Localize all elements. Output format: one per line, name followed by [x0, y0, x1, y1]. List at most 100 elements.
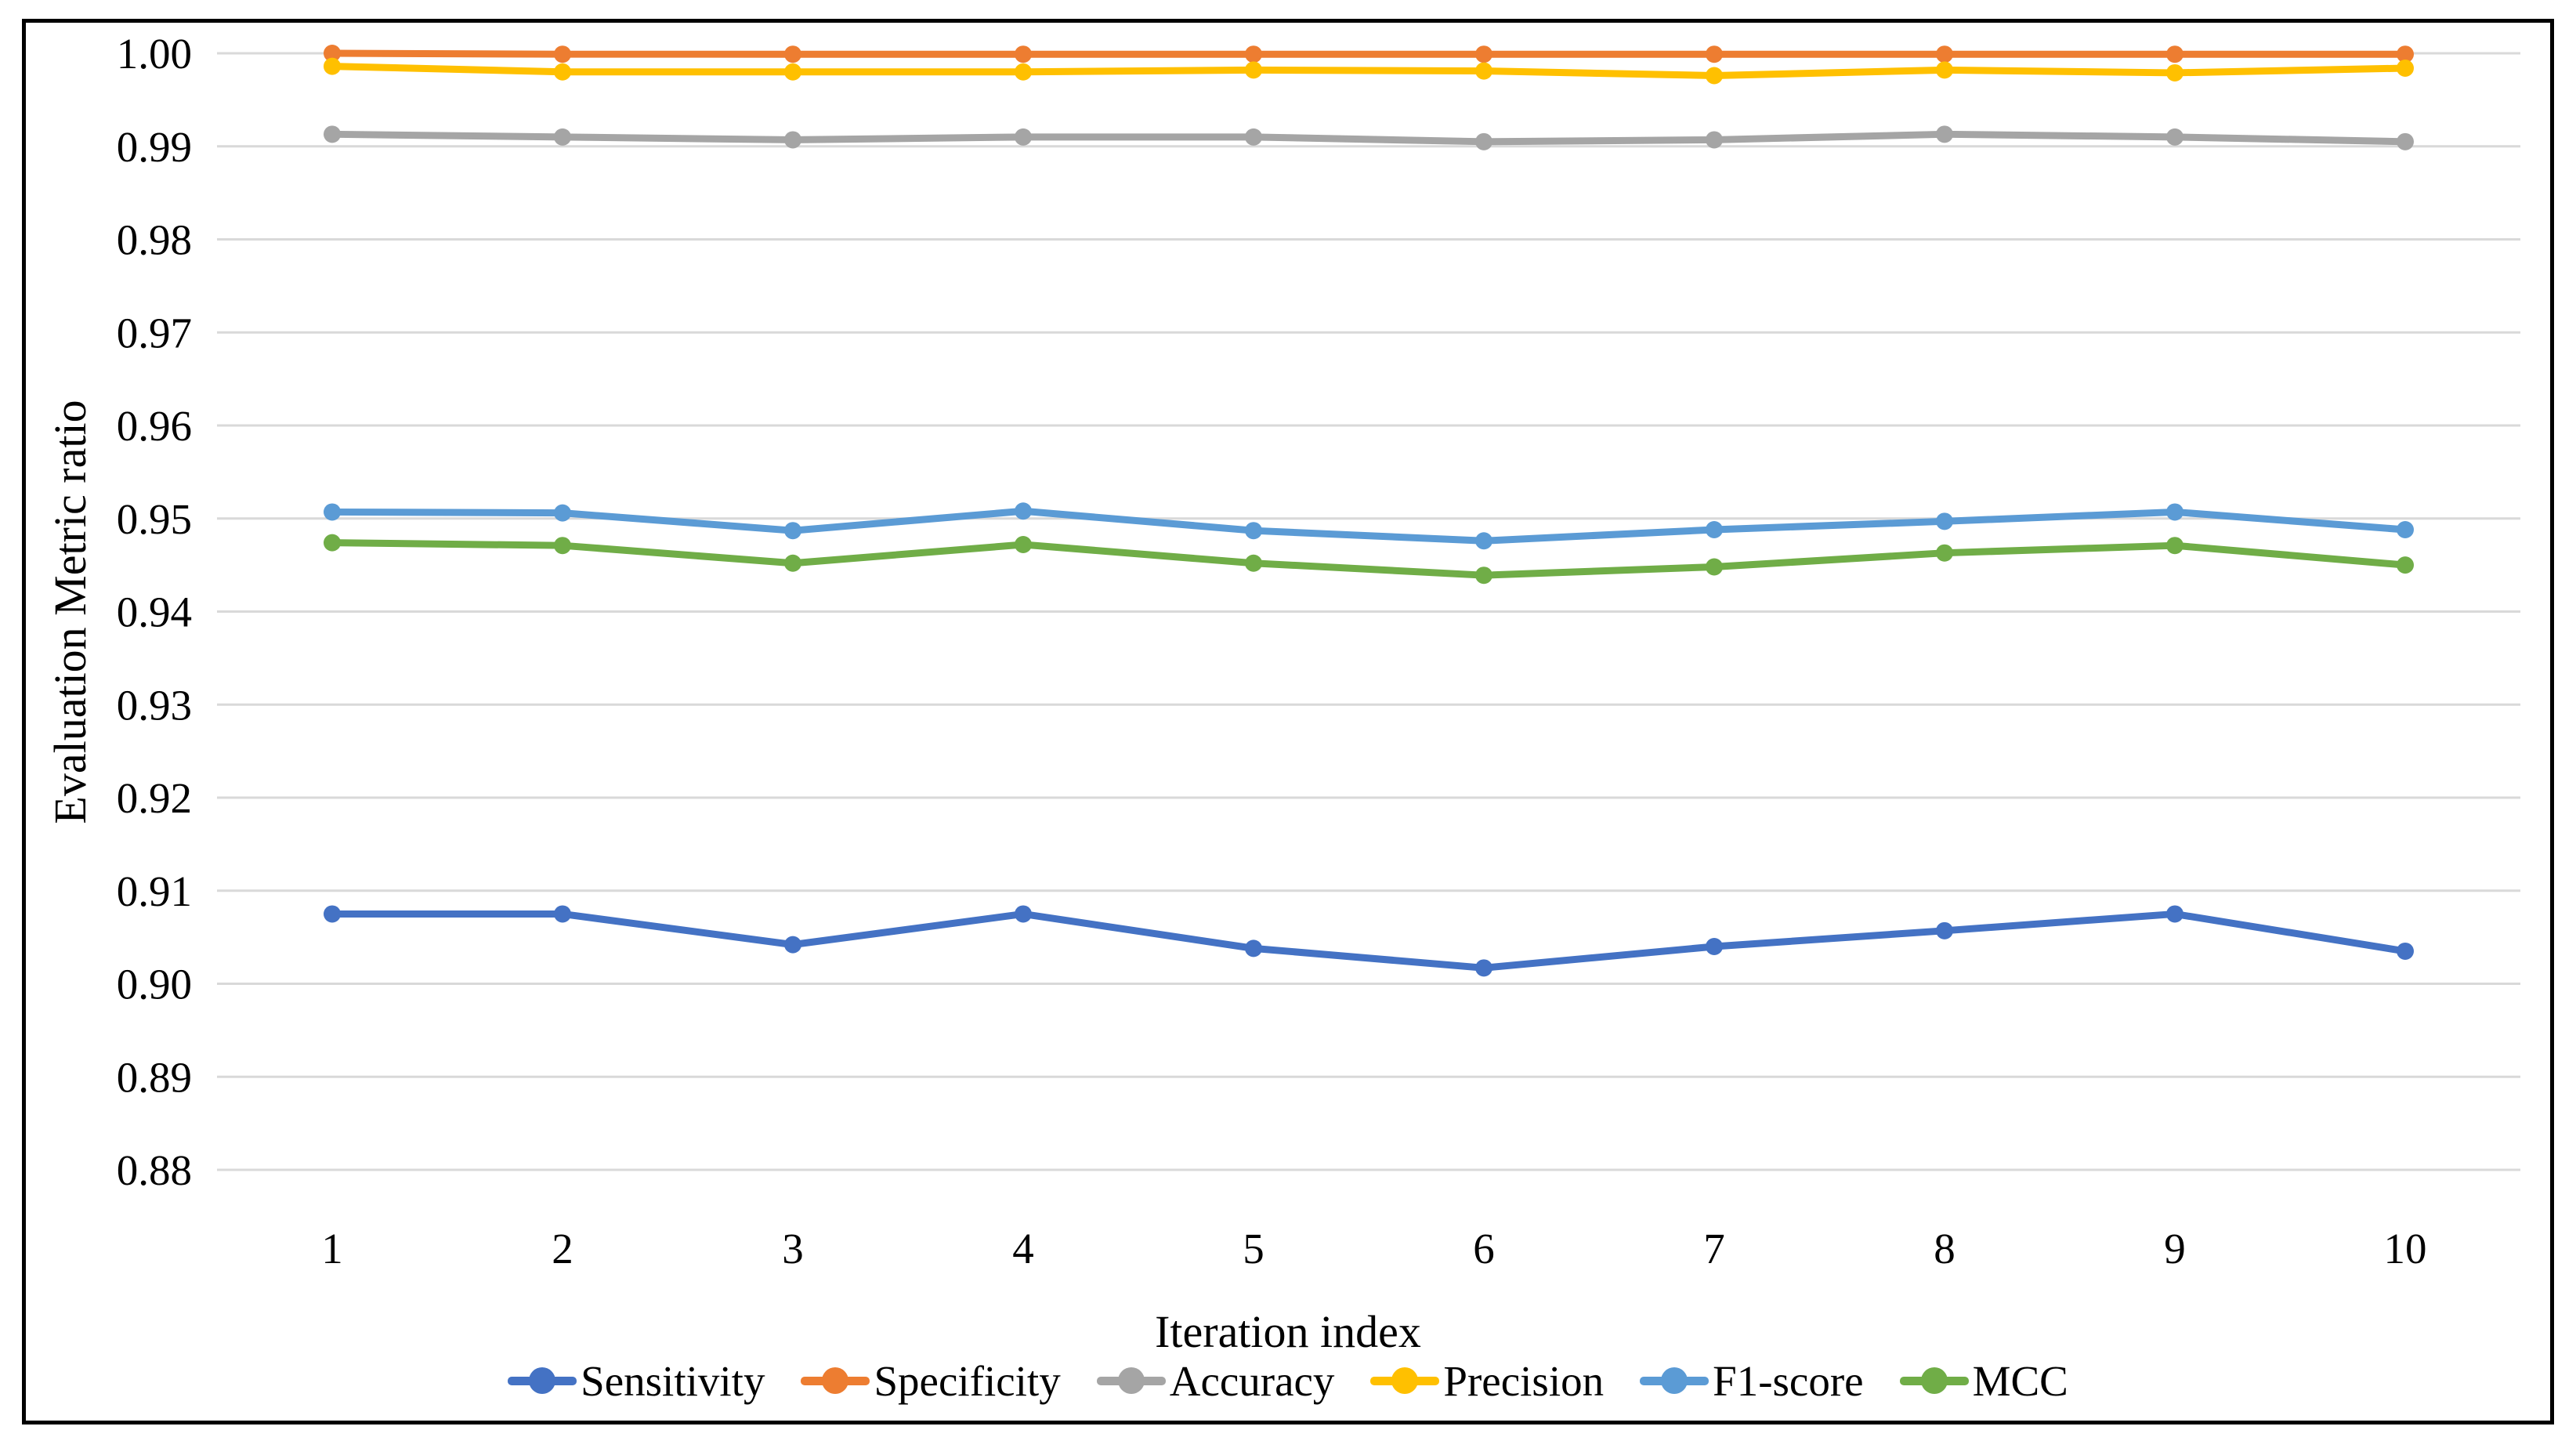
data-point-sensitivity-10: [2397, 942, 2414, 960]
legend-item-sensitivity: Sensitivity: [508, 1356, 765, 1406]
data-point-f1-score-10: [2397, 521, 2414, 538]
data-point-sensitivity-4: [1015, 905, 1032, 923]
y-tick-label: 1.00: [117, 30, 192, 78]
data-point-accuracy-9: [2166, 128, 2183, 146]
series-line-specificity: [328, 49, 2409, 58]
data-point-specificity-6: [1475, 45, 1492, 63]
data-point-accuracy-1: [324, 125, 341, 143]
x-tick-label: 10: [2384, 1225, 2427, 1272]
data-point-f1-score-7: [1706, 521, 1723, 538]
series-line-mcc: [328, 539, 2409, 579]
legend-line-marker-icon: [508, 1367, 577, 1395]
data-point-precision-3: [784, 63, 801, 81]
data-point-f1-score-5: [1245, 522, 1262, 540]
x-tick-label: 4: [1012, 1225, 1034, 1272]
data-point-f1-score-3: [784, 522, 801, 540]
data-point-precision-4: [1015, 63, 1032, 81]
x-tick-label: 1: [321, 1225, 343, 1272]
data-point-accuracy-3: [784, 131, 801, 149]
data-point-accuracy-7: [1706, 131, 1723, 149]
legend-line-marker-icon: [801, 1367, 870, 1395]
data-point-f1-score-1: [324, 503, 341, 521]
x-tick-label: 5: [1243, 1225, 1264, 1272]
data-point-precision-9: [2166, 63, 2183, 81]
series-line-sensitivity: [328, 910, 2409, 972]
x-tick-label: 3: [782, 1225, 804, 1272]
y-tick-label: 0.92: [117, 774, 192, 822]
data-point-f1-score-2: [554, 504, 571, 522]
data-point-mcc-2: [554, 537, 571, 555]
legend-label: Precision: [1443, 1356, 1605, 1405]
data-point-specificity-10: [2397, 45, 2414, 63]
data-point-specificity-7: [1706, 45, 1723, 63]
data-point-mcc-3: [784, 554, 801, 572]
data-point-specificity-9: [2166, 45, 2183, 63]
data-point-f1-score-8: [1936, 512, 1953, 530]
data-point-sensitivity-7: [1706, 938, 1723, 955]
legend-line-marker-icon: [1096, 1367, 1166, 1395]
data-point-specificity-1: [324, 45, 341, 62]
legend-item-specificity: Specificity: [801, 1356, 1061, 1406]
data-point-sensitivity-1: [324, 905, 341, 923]
data-point-mcc-5: [1245, 554, 1262, 572]
series-line-precision: [328, 63, 2409, 79]
y-tick-label: 0.90: [117, 961, 192, 1008]
x-tick-label: 8: [1934, 1225, 1956, 1272]
data-point-mcc-4: [1015, 536, 1032, 553]
legend: Sensitivity Specificity Accuracy Precision F…: [0, 1352, 2576, 1409]
data-point-sensitivity-6: [1475, 959, 1492, 977]
legend-line-marker-icon: [1370, 1367, 1440, 1395]
x-tick-label: 7: [1703, 1225, 1725, 1272]
data-point-sensitivity-5: [1245, 939, 1262, 957]
legend-line-marker-icon: [1899, 1367, 1969, 1395]
legend-label: MCC: [1972, 1356, 2068, 1405]
data-point-accuracy-4: [1015, 128, 1032, 146]
data-point-sensitivity-2: [554, 905, 571, 923]
data-point-precision-8: [1936, 61, 1953, 79]
legend-label: Accuracy: [1169, 1356, 1335, 1405]
data-point-accuracy-10: [2397, 132, 2414, 150]
y-tick-label: 0.98: [117, 216, 192, 264]
x-tick-label: 6: [1473, 1225, 1495, 1272]
data-point-sensitivity-9: [2166, 905, 2183, 923]
y-axis-title: Evaluation Metric ratio: [45, 400, 96, 824]
legend-item-f1-score: F1-score: [1640, 1356, 1864, 1406]
y-tick-label: 0.91: [117, 867, 192, 915]
data-point-precision-6: [1475, 62, 1492, 80]
data-point-specificity-3: [784, 45, 801, 63]
data-point-specificity-2: [554, 45, 571, 63]
data-point-precision-10: [2397, 60, 2414, 77]
data-point-accuracy-8: [1936, 125, 1953, 143]
data-point-f1-score-9: [2166, 503, 2183, 521]
legend-item-precision: Precision: [1370, 1356, 1604, 1406]
data-point-specificity-4: [1015, 45, 1032, 63]
data-point-mcc-10: [2397, 556, 2414, 574]
data-point-f1-score-6: [1475, 532, 1492, 550]
data-point-mcc-6: [1475, 567, 1492, 585]
data-point-mcc-1: [324, 534, 341, 552]
y-tick-label: 0.95: [117, 495, 192, 543]
data-point-sensitivity-8: [1936, 921, 1953, 939]
y-tick-label: 0.93: [117, 681, 192, 729]
data-point-mcc-7: [1706, 558, 1723, 576]
legend-item-mcc: MCC: [1899, 1356, 2068, 1406]
legend-item-accuracy: Accuracy: [1096, 1356, 1335, 1406]
data-point-specificity-8: [1936, 45, 1953, 63]
legend-label: F1-score: [1713, 1356, 1864, 1405]
data-point-precision-5: [1245, 61, 1262, 79]
data-point-precision-1: [324, 57, 341, 75]
data-point-mcc-9: [2166, 537, 2183, 555]
data-point-precision-2: [554, 63, 571, 81]
data-point-precision-7: [1706, 67, 1723, 85]
x-tick-label: 2: [552, 1225, 573, 1272]
x-tick-label: 9: [2164, 1225, 2186, 1272]
data-point-accuracy-6: [1475, 132, 1492, 150]
series-line-accuracy: [328, 130, 2409, 146]
series-line-f1-score: [328, 507, 2409, 545]
data-point-specificity-5: [1245, 45, 1262, 63]
data-point-accuracy-2: [554, 128, 571, 146]
chart-border: [22, 19, 2554, 1424]
legend-label: Sensitivity: [581, 1356, 765, 1405]
